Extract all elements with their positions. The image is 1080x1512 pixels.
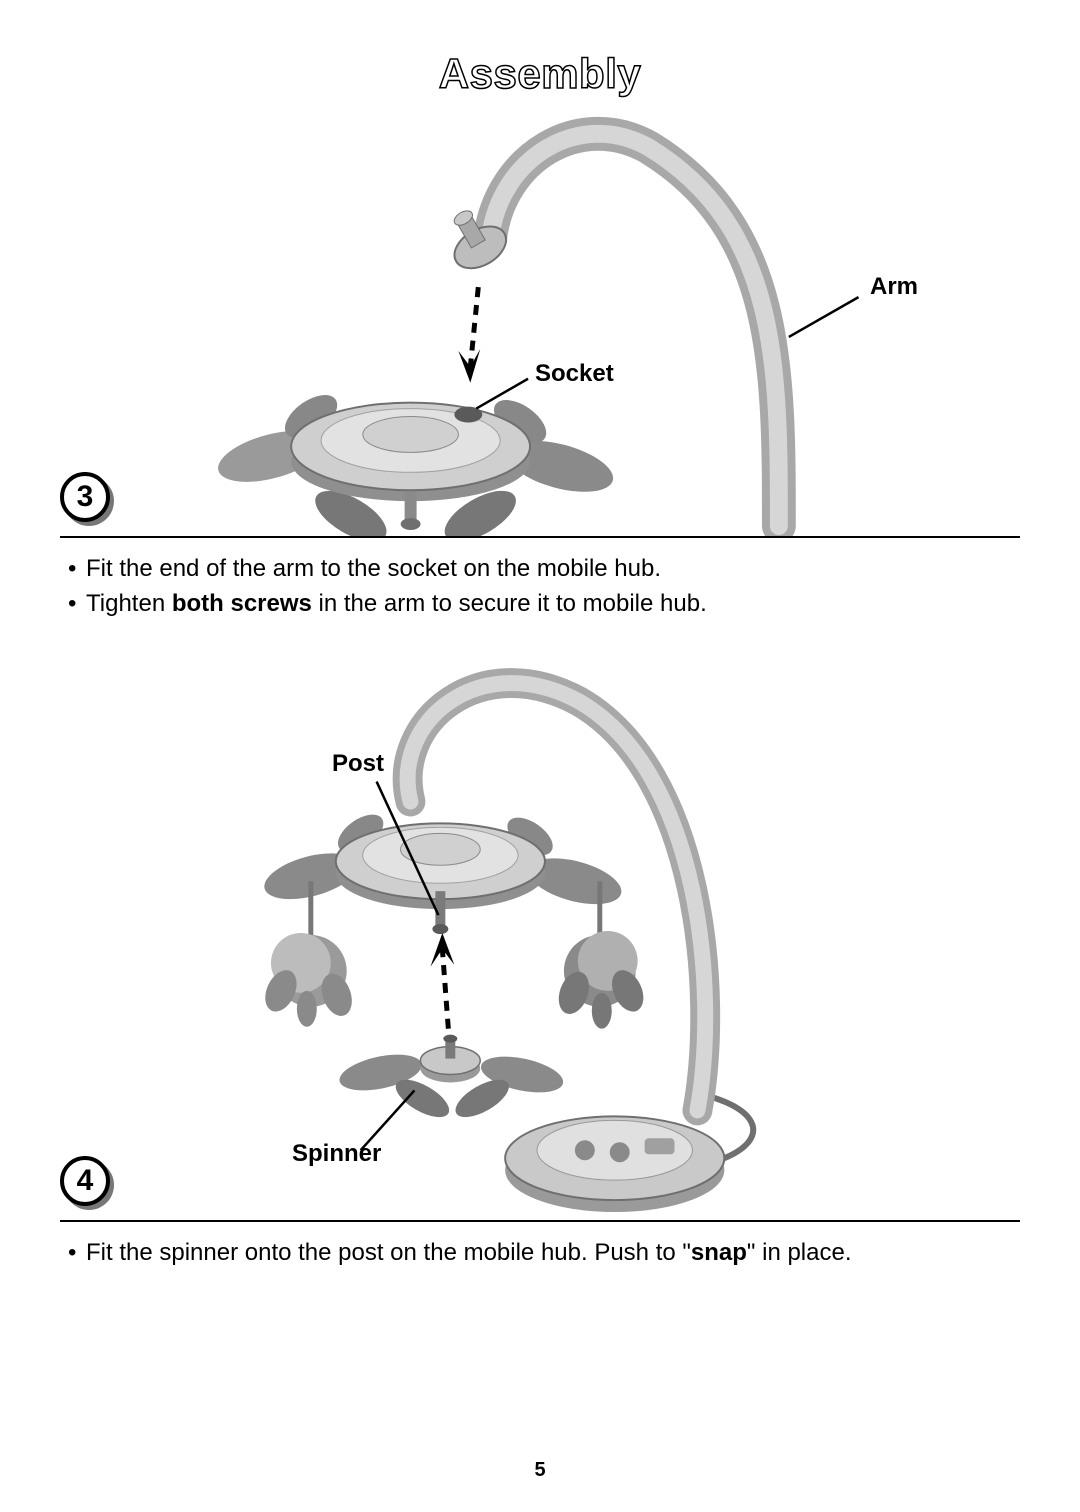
diagram-step-4 [60,662,1020,1220]
page-number: 5 [0,1459,1080,1482]
callout-socket: Socket [535,360,614,388]
figure-step-3: Arm Socket 3 [60,108,1020,538]
step-badge-4: 4 [60,1156,114,1210]
callout-spinner: Spinner [292,1140,381,1168]
instructions-step-4: Fit the spinner onto the post on the mob… [68,1236,1020,1271]
callout-arm: Arm [870,273,918,301]
instructions-step-3: Fit the end of the arm to the socket on … [68,552,1020,622]
step-badge-3: 3 [60,472,114,526]
instruction-item: Fit the spinner onto the post on the mob… [68,1236,1020,1271]
page-title: Assembly [60,50,1020,98]
diagram-step-3 [60,108,1020,536]
step-number: 3 [77,480,94,514]
figure-step-4: Post Spinner 4 [60,662,1020,1222]
page: Assembly [0,0,1080,1512]
instruction-item: Tighten both screws in the arm to secure… [68,587,1020,622]
instruction-item: Fit the end of the arm to the socket on … [68,552,1020,587]
callout-post: Post [332,750,384,778]
step-number: 4 [77,1164,94,1198]
